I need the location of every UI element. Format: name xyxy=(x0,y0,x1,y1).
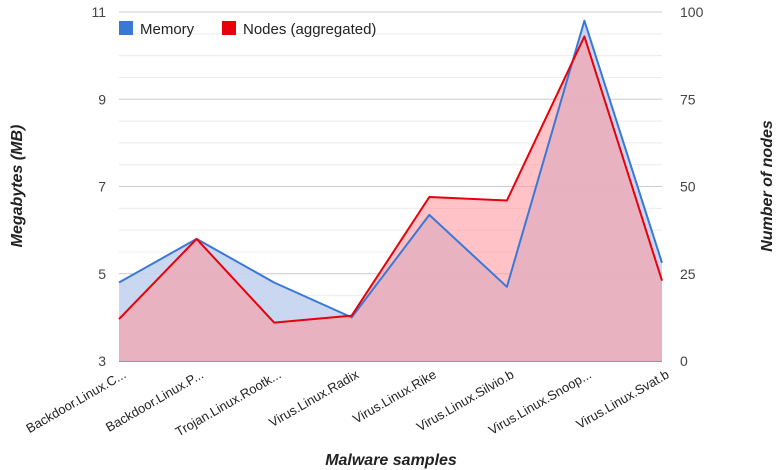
left-tick-label: 11 xyxy=(91,4,106,20)
left-axis-ticks: 3 5 7 9 11 xyxy=(91,4,106,369)
legend-label-nodes: Nodes (aggregated) xyxy=(243,21,376,38)
left-tick-label: 5 xyxy=(98,266,106,282)
right-tick-label: 50 xyxy=(680,179,696,195)
right-axis-title: Number of nodes xyxy=(759,120,776,252)
x-axis-title: Malware samples xyxy=(325,452,457,469)
legend: Memory Nodes (aggregated) xyxy=(119,21,376,38)
right-tick-label: 25 xyxy=(680,266,696,282)
right-tick-label: 0 xyxy=(680,353,688,369)
right-tick-label: 75 xyxy=(680,91,696,107)
left-axis-title: Megabytes (MB) xyxy=(9,125,26,248)
x-axis-ticks: Backdoor.Linux.C...Backdoor.Linux.P...Tr… xyxy=(23,366,671,439)
series-areas xyxy=(119,21,662,361)
legend-label-memory: Memory xyxy=(140,21,195,38)
left-tick-label: 3 xyxy=(98,353,106,369)
left-tick-label: 7 xyxy=(98,179,106,195)
legend-swatch-nodes xyxy=(222,21,236,35)
legend-swatch-memory xyxy=(119,21,133,35)
right-tick-label: 100 xyxy=(680,4,704,20)
left-tick-label: 9 xyxy=(98,91,106,107)
right-axis-ticks: 0 25 50 75 100 xyxy=(680,4,704,369)
area-nodes xyxy=(119,36,662,361)
